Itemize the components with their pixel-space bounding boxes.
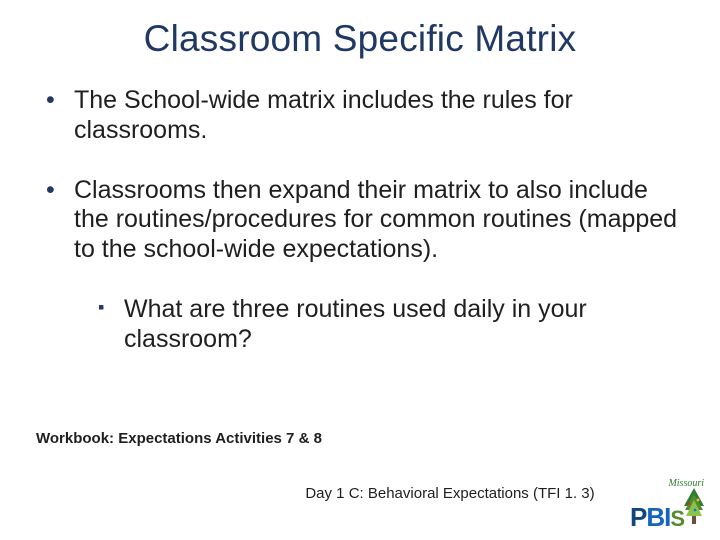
tree-icon: [680, 486, 708, 524]
bullet-list: The School-wide matrix includes the rule…: [36, 86, 684, 354]
sub-bullet-text: What are three routines used daily in yo…: [124, 295, 587, 353]
sub-bullet-item: What are three routines used daily in yo…: [94, 295, 678, 355]
pbis-logo: Missouri P B I S: [630, 480, 708, 530]
bullet-item: The School-wide matrix includes the rule…: [38, 86, 678, 146]
footer-label: Day 1 C: Behavioral Expectations (TFI 1.…: [280, 485, 620, 504]
logo-letters: P B I S: [630, 504, 684, 530]
slide-container: Classroom Specific Matrix The School-wid…: [0, 0, 720, 540]
logo-letter: B: [646, 504, 664, 530]
bullet-text: The School-wide matrix includes the rule…: [74, 86, 573, 144]
slide-title: Classroom Specific Matrix: [36, 18, 684, 60]
logo-letter: P: [630, 504, 646, 530]
workbook-note: Workbook: Expectations Activities 7 & 8: [36, 430, 322, 447]
sub-bullet-list: What are three routines used daily in yo…: [74, 295, 678, 355]
bullet-text: Classrooms then expand their matrix to a…: [74, 176, 677, 264]
bullet-item: Classrooms then expand their matrix to a…: [38, 176, 678, 355]
